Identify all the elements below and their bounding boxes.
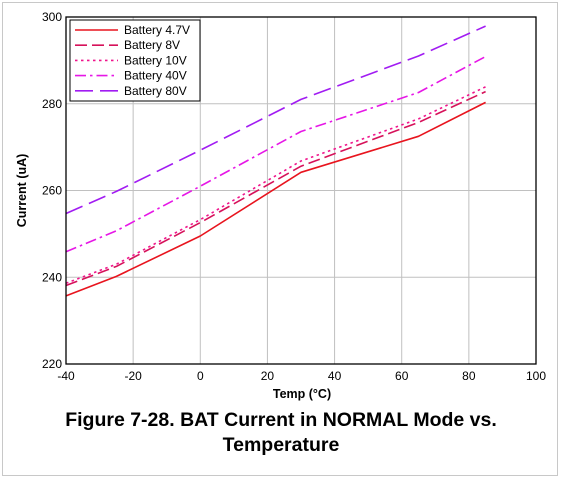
caption-line-1: Figure 7-28. BAT Current in NORMAL Mode …	[65, 409, 497, 431]
x-tick-label: -40	[57, 369, 75, 383]
series-line-1	[65, 90, 486, 287]
x-tick-label: 0	[197, 369, 204, 383]
legend-label-1: Battery 8V	[124, 38, 180, 52]
x-tick-label: 60	[395, 369, 409, 383]
y-tick-label: 260	[42, 184, 62, 198]
x-tick-label: 20	[261, 369, 275, 383]
series-lines	[65, 25, 486, 297]
legend-box	[69, 19, 201, 102]
series-line-3	[65, 55, 486, 253]
plot-area	[65, 16, 537, 365]
legend-label-2: Battery 10V	[124, 53, 187, 67]
x-tick-label: 40	[328, 369, 342, 383]
figure-frame	[2, 2, 558, 476]
legend-label-4: Battery 80V	[124, 84, 187, 98]
axis-ticks: -40 -20 0 20 40 60 80 100 220 240 260 280 300	[42, 10, 546, 383]
x-tick-label: 80	[462, 369, 476, 383]
series-line-0	[65, 101, 486, 297]
y-tick-label: 300	[42, 10, 62, 24]
y-tick-label: 220	[42, 357, 62, 371]
series-line-4	[65, 25, 486, 215]
x-axis-label: Temp (°C)	[273, 387, 331, 401]
series-line-2	[65, 86, 486, 285]
y-tick-label: 240	[42, 270, 62, 284]
chart: -40 -20 0 20 40 60 80 100 220 240 260 280 300 Batter…	[15, 10, 546, 401]
legend-label-0: Battery 4.7V	[124, 23, 190, 37]
x-tick-label: -20	[124, 369, 142, 383]
y-axis-label: Current (uA)	[15, 154, 29, 228]
caption-line-2: Temperature	[222, 434, 340, 456]
legend-label-3: Battery 40V	[124, 69, 187, 83]
y-tick-label: 280	[42, 97, 62, 111]
x-tick-label: 100	[526, 369, 546, 383]
figure-caption: Figure 7-28. BAT Current in NORMAL Mode …	[0, 408, 562, 458]
